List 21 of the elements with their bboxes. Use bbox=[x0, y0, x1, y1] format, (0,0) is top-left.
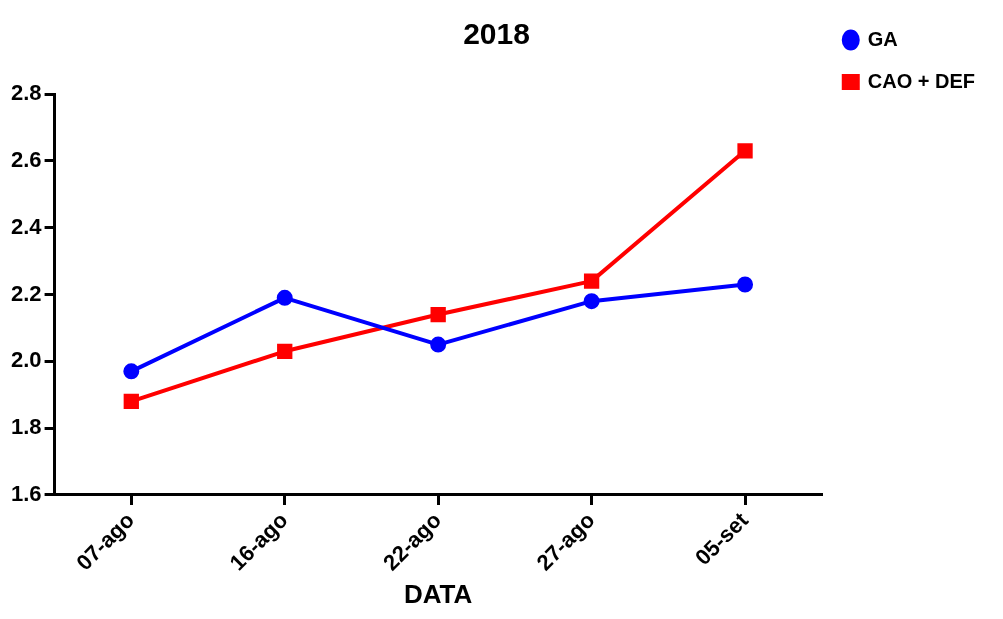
point bbox=[430, 306, 446, 323]
y-tick-label: 2.8 bbox=[10, 80, 42, 106]
legend-label: GA bbox=[867, 27, 898, 50]
point bbox=[276, 289, 293, 306]
y-tick-label: 1.8 bbox=[10, 414, 42, 440]
point bbox=[583, 293, 600, 310]
point bbox=[430, 336, 447, 353]
y-tick-label: 2.2 bbox=[10, 280, 42, 306]
y-tick-label: 2.4 bbox=[10, 213, 43, 239]
point bbox=[123, 393, 139, 410]
point bbox=[737, 143, 753, 159]
point bbox=[737, 276, 754, 293]
y-tick-label: 1.6 bbox=[10, 481, 42, 507]
point bbox=[123, 363, 140, 380]
legend-label: CAO + DEF bbox=[867, 69, 976, 92]
point bbox=[277, 343, 293, 359]
point bbox=[583, 273, 600, 289]
chart-title: 2018 bbox=[463, 17, 530, 51]
y-tick-label: 2.0 bbox=[10, 347, 42, 373]
y-tick-label: 2.6 bbox=[10, 146, 42, 172]
x-axis-title: DATA bbox=[403, 578, 473, 609]
